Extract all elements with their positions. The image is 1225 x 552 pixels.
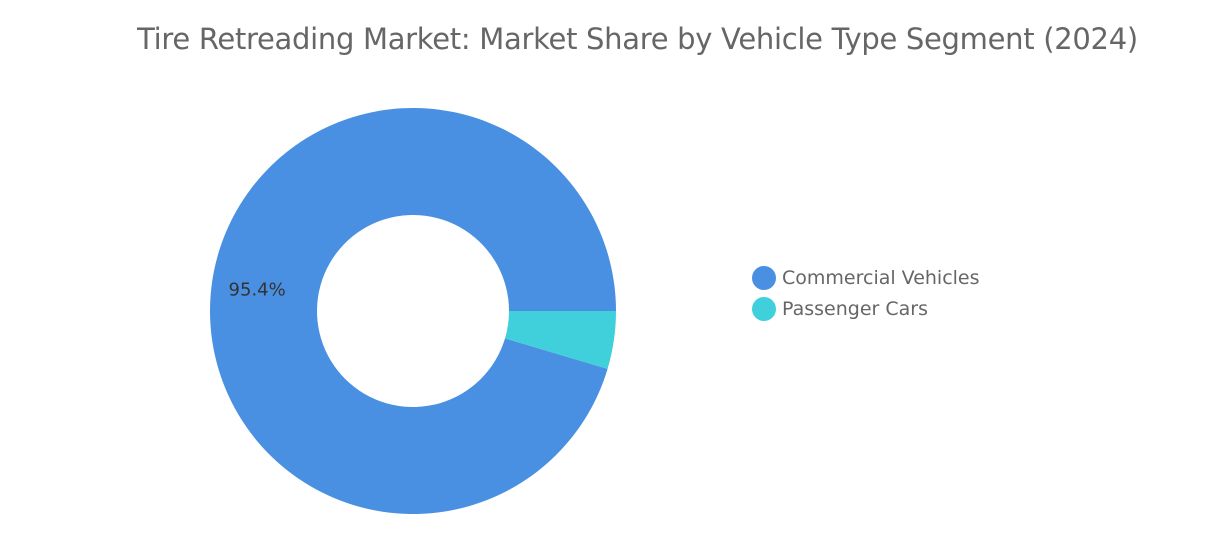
slice-labels: 95.4% [229, 279, 286, 300]
legend-item-commercial-vehicles[interactable]: Commercial Vehicles [752, 262, 980, 293]
slice-passenger-cars[interactable] [505, 311, 616, 369]
legend-swatch-commercial-vehicles [752, 265, 776, 290]
slice-label-commercial-vehicles: 95.4% [229, 279, 286, 300]
legend-label-commercial-vehicles: Commercial Vehicles [782, 266, 980, 289]
chart-title: Tire Retreading Market: Market Share by … [137, 22, 1138, 56]
donut-slices [210, 107, 617, 514]
slice-commercial-vehicles[interactable] [210, 107, 617, 514]
chart-legend: Commercial Vehicles Passenger Cars [752, 262, 980, 324]
legend-swatch-passenger-cars [752, 296, 776, 321]
legend-label-passenger-cars: Passenger Cars [782, 297, 928, 320]
legend-item-passenger-cars[interactable]: Passenger Cars [752, 293, 980, 324]
